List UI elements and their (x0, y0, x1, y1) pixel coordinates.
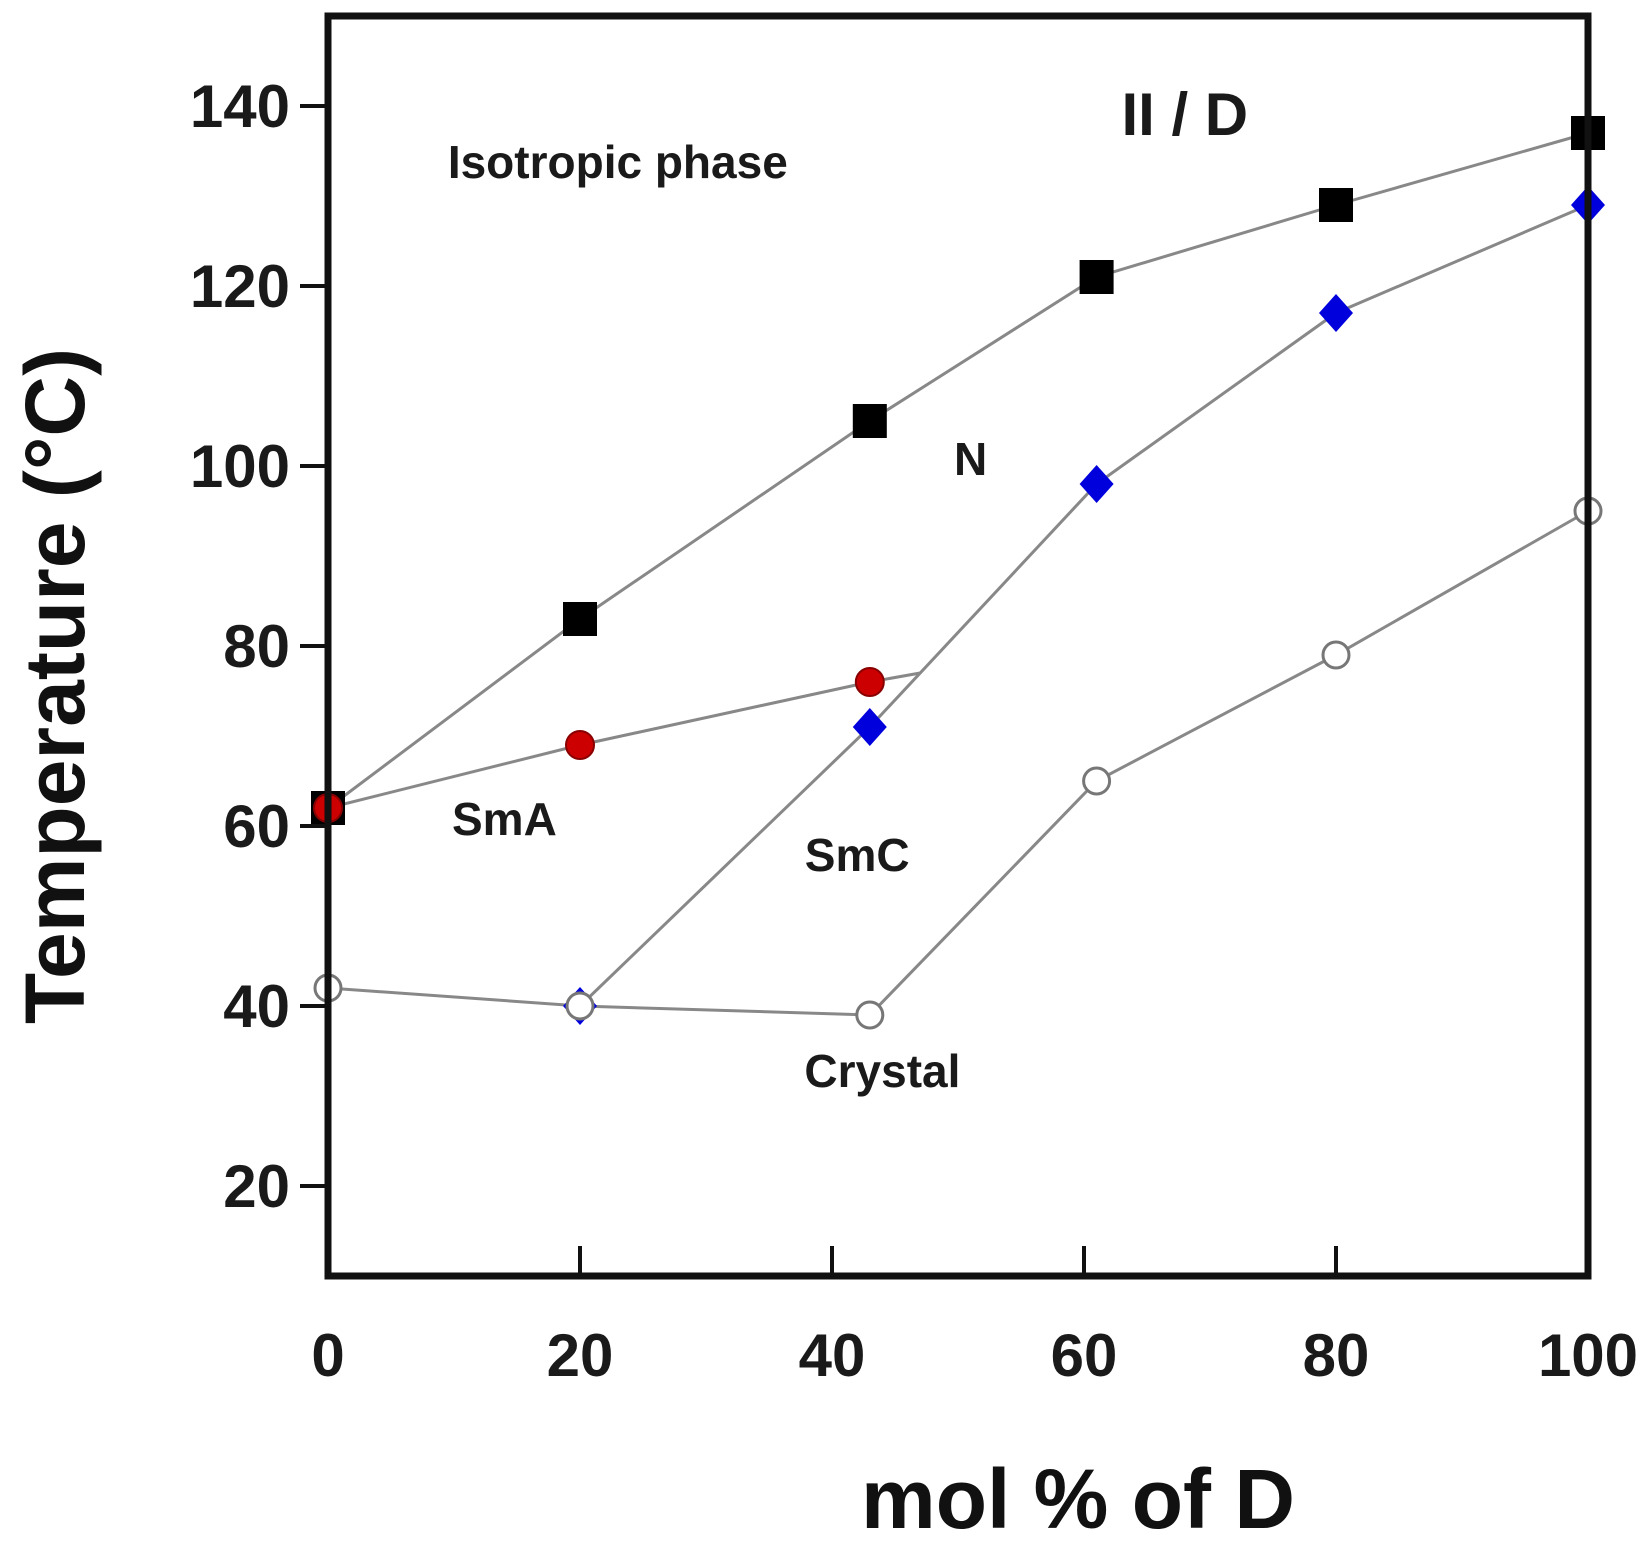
annotation-layer: Isotropic phase N SmA SmC Crystal (448, 136, 987, 1097)
series-line-3 (327, 509, 1589, 1017)
y-tick-label-60: 60 (223, 793, 290, 860)
n-to-smc-point-2 (1079, 465, 1114, 503)
series-markers-0 (311, 116, 1605, 825)
y-tick-label-100: 100 (190, 433, 290, 500)
series-markers-2 (563, 186, 1605, 1025)
melting-crystal-point-1 (565, 991, 595, 1021)
series-markers-1 (313, 667, 885, 823)
series-2 (578, 203, 1589, 1008)
x-tick-label-80: 80 (1303, 1322, 1370, 1389)
x-tick-label-60: 60 (1051, 1322, 1118, 1389)
x-axis-title: mol % of D (861, 1452, 1295, 1546)
chart-title: II / D (1121, 81, 1248, 148)
axis-layer: 0 20 40 60 80 100 20 40 60 80 100 120 140 (190, 73, 1638, 1389)
y-tick-label-80: 80 (223, 613, 290, 680)
region-label-sma: SmA (452, 793, 557, 845)
series-1 (327, 671, 921, 810)
series-3 (327, 509, 1589, 1017)
y-tick-label-20: 20 (223, 1153, 290, 1220)
x-tick-label-0: 0 (311, 1322, 344, 1389)
melting-crystal-point-2 (855, 1000, 885, 1030)
region-label-smc: SmC (805, 829, 910, 881)
isotropic-to-n-clearing-point-3 (1079, 260, 1114, 294)
sma-to-n-iso-point-1 (565, 730, 595, 760)
plot-frame (324, 12, 1592, 1280)
melting-crystal-point-4 (1321, 640, 1351, 670)
series-line-1 (327, 671, 921, 810)
region-label-isotropic-phase: Isotropic phase (448, 136, 788, 188)
x-tick-label-100: 100 (1538, 1322, 1638, 1389)
isotropic-to-n-clearing-point-2 (852, 404, 887, 438)
y-tick-label-40: 40 (223, 973, 290, 1040)
melting-crystal-point-3 (1082, 766, 1112, 796)
y-tick-label-140: 140 (190, 73, 290, 140)
series-line-0 (327, 131, 1589, 810)
region-label-crystal: Crystal (804, 1045, 960, 1097)
x-tick-label-40: 40 (799, 1322, 866, 1389)
x-tick-label-20: 20 (547, 1322, 614, 1389)
isotropic-to-n-clearing-point-1 (563, 602, 597, 636)
y-axis-title: Temperature (°C) (8, 348, 102, 1024)
sma-to-n-iso-point-2 (854, 667, 885, 697)
n-to-smc-point-1 (852, 708, 887, 746)
region-label-n: N (954, 433, 987, 485)
series-0 (327, 131, 1589, 810)
y-tick-label-120: 120 (190, 253, 290, 320)
n-to-smc-point-3 (1319, 294, 1353, 332)
series-layer (311, 116, 1605, 1030)
isotropic-to-n-clearing-point-4 (1319, 188, 1353, 222)
series-line-2 (578, 203, 1589, 1008)
